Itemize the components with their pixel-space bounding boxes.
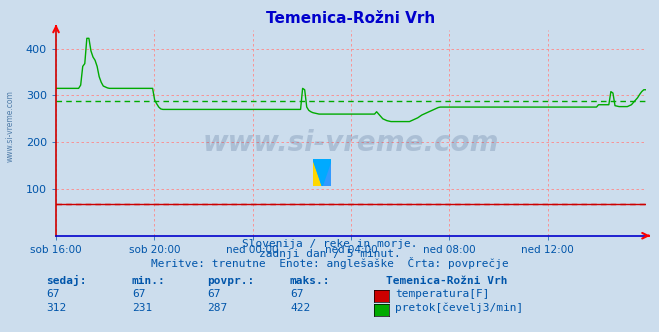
Text: Meritve: trenutne  Enote: anglešaške  Črta: povprečje: Meritve: trenutne Enote: anglešaške Črta…	[151, 257, 508, 269]
Text: 67: 67	[46, 289, 59, 299]
Text: povpr.:: povpr.:	[208, 276, 255, 286]
Text: pretok[čevelj3/min]: pretok[čevelj3/min]	[395, 303, 524, 313]
Text: 312: 312	[46, 303, 67, 313]
Polygon shape	[313, 159, 322, 186]
Text: Slovenija / reke in morje.: Slovenija / reke in morje.	[242, 239, 417, 249]
Text: 422: 422	[290, 303, 310, 313]
Text: 67: 67	[290, 289, 303, 299]
Text: 67: 67	[208, 289, 221, 299]
Text: www.si-vreme.com: www.si-vreme.com	[203, 129, 499, 157]
Text: temperatura[F]: temperatura[F]	[395, 289, 490, 299]
Text: Temenica-Rožni Vrh: Temenica-Rožni Vrh	[386, 276, 507, 286]
Text: sedaj:: sedaj:	[46, 275, 86, 286]
Polygon shape	[313, 159, 331, 186]
Text: maks.:: maks.:	[290, 276, 330, 286]
Text: 287: 287	[208, 303, 228, 313]
Polygon shape	[313, 159, 331, 186]
Text: 231: 231	[132, 303, 152, 313]
Text: min.:: min.:	[132, 276, 165, 286]
Text: 67: 67	[132, 289, 145, 299]
Text: www.si-vreme.com: www.si-vreme.com	[5, 90, 14, 162]
Title: Temenica-Rožni Vrh: Temenica-Rožni Vrh	[266, 11, 436, 26]
Text: zadnji dan / 5 minut.: zadnji dan / 5 minut.	[258, 249, 401, 259]
